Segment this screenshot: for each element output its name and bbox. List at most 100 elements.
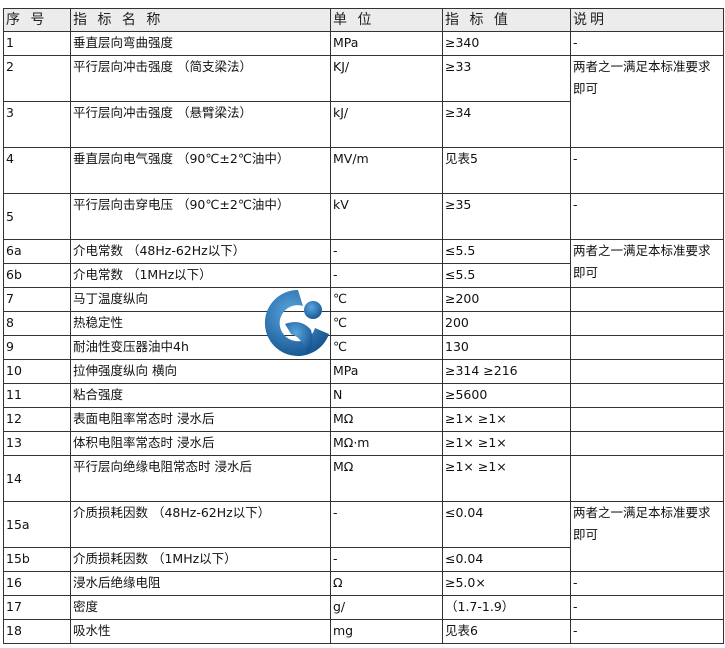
row-value: ≤5.5 bbox=[442, 239, 571, 264]
row-unit: ℃ bbox=[330, 287, 443, 312]
row-number: 17 bbox=[3, 595, 71, 620]
row-unit: - bbox=[330, 547, 443, 572]
row-name: 拉伸强度纵向 横向 bbox=[70, 359, 331, 384]
row-name: 介质损耗因数 （48Hz-62Hz以下） bbox=[70, 501, 331, 548]
row-name: 密度 bbox=[70, 595, 331, 620]
row-unit: g/ bbox=[330, 595, 443, 620]
row-number: 13 bbox=[3, 431, 71, 456]
table-row: 2 平行层向冲击强度 （简支梁法） KJ/≥33 两者之一满足本标准要求即可 bbox=[3, 55, 724, 148]
row-note bbox=[570, 407, 724, 432]
row-note: - bbox=[570, 147, 724, 194]
row-unit: kV bbox=[330, 193, 443, 240]
row-name: 表面电阻率常态时 浸水后 bbox=[70, 407, 331, 432]
row-number: 14 bbox=[3, 455, 71, 502]
row-value: 130 bbox=[442, 335, 571, 360]
row-unit: ℃ bbox=[330, 335, 443, 360]
row-name: 垂直层向弯曲强度 bbox=[70, 31, 331, 56]
table-header-row: 序 号 指 标 名 称 单 位 指 标 值 说明 bbox=[3, 8, 724, 32]
row-number: 18 bbox=[3, 619, 71, 644]
row-name: 介电常数 （1MHz以下） bbox=[70, 263, 331, 288]
table-row: 10 拉伸强度纵向 横向 MPa ≥314 ≥216 bbox=[3, 359, 724, 384]
table-row: 6a 介电常数 （48Hz-62Hz以下） - ≤5.5 两者之一满足本标准要求即可 bbox=[3, 239, 724, 288]
row-number: 5 bbox=[3, 193, 71, 240]
spec-table: 序 号 指 标 名 称 单 位 指 标 值 说明 1 垂直层向弯曲强度 MPa ≥34… bbox=[3, 8, 724, 644]
row-unit: mg bbox=[330, 619, 443, 644]
row-note: - bbox=[570, 619, 724, 644]
header-no: 序 号 bbox=[3, 8, 71, 32]
table-row: 8 热稳定性 ℃ 200 bbox=[3, 311, 724, 336]
row-unit: Ω bbox=[330, 571, 443, 596]
table-row: 15a 介质损耗因数 （48Hz-62Hz以下） - ≤0.04 两者之一满足本标准要求… bbox=[3, 501, 724, 572]
row-unit: KJ/ bbox=[330, 55, 443, 102]
table-row: 12 表面电阻率常态时 浸水后 MΩ ≥1× ≥1× bbox=[3, 407, 724, 432]
row-value: ≥1× ≥1× bbox=[442, 455, 571, 502]
row-note: 两者之一满足本标准要求即可 bbox=[570, 55, 724, 148]
row-note bbox=[570, 359, 724, 384]
table-row: 18 吸水性 mg 见表6- bbox=[3, 619, 724, 644]
row-unit: - bbox=[330, 501, 443, 548]
row-value: ≤0.04 bbox=[442, 547, 571, 572]
row-note bbox=[570, 383, 724, 408]
table-row: 13 体积电阻率常态时 浸水后 MΩ·m ≥1× ≥1× bbox=[3, 431, 724, 456]
row-note bbox=[570, 335, 724, 360]
row-note: - bbox=[570, 571, 724, 596]
row-number: 3 bbox=[3, 101, 71, 148]
row-value: ≤5.5 bbox=[442, 263, 571, 288]
row-unit: ℃ bbox=[330, 311, 443, 336]
row-name: 吸水性 bbox=[70, 619, 331, 644]
row-name: 粘合强度 bbox=[70, 383, 331, 408]
row-number: 10 bbox=[3, 359, 71, 384]
row-value: ≥340 bbox=[442, 31, 571, 56]
row-number: 7 bbox=[3, 287, 71, 312]
header-note: 说明 bbox=[570, 8, 724, 32]
table-body: 1 垂直层向弯曲强度 MPa ≥340-2 平行层向冲击强度 （简支梁法） KJ/≥33 两… bbox=[3, 31, 724, 644]
row-number: 15a bbox=[3, 501, 71, 548]
row-name: 介电常数 （48Hz-62Hz以下） bbox=[70, 239, 331, 264]
row-unit: - bbox=[330, 239, 443, 264]
row-note bbox=[570, 431, 724, 456]
row-number: 6b bbox=[3, 263, 71, 288]
row-unit: MΩ·m bbox=[330, 431, 443, 456]
row-note bbox=[570, 311, 724, 336]
row-note: 两者之一满足本标准要求即可 bbox=[570, 239, 724, 288]
row-number: 12 bbox=[3, 407, 71, 432]
row-unit: kJ/ bbox=[330, 101, 443, 148]
row-number: 2 bbox=[3, 55, 71, 102]
table-row: 16 浸水后绝缘电阻 Ω ≥5.0× - bbox=[3, 571, 724, 596]
row-value: ≥33 bbox=[442, 55, 571, 102]
table-row: 17 密度 g/（1.7-1.9） - bbox=[3, 595, 724, 620]
row-unit: MΩ bbox=[330, 407, 443, 432]
row-name: 垂直层向电气强度 （90℃±2℃油中） bbox=[70, 147, 331, 194]
row-name: 介质损耗因数 （1MHz以下） bbox=[70, 547, 331, 572]
table-row: 11 粘合强度 N ≥5600 bbox=[3, 383, 724, 408]
row-number: 4 bbox=[3, 147, 71, 194]
header-unit: 单 位 bbox=[330, 8, 443, 32]
row-unit: MV/m bbox=[330, 147, 443, 194]
row-unit: - bbox=[330, 263, 443, 288]
row-note bbox=[570, 287, 724, 312]
table-row: 1 垂直层向弯曲强度 MPa ≥340- bbox=[3, 31, 724, 56]
row-value: ≥5.0× bbox=[442, 571, 571, 596]
row-value: ≥1× ≥1× bbox=[442, 431, 571, 456]
row-name: 体积电阻率常态时 浸水后 bbox=[70, 431, 331, 456]
row-note bbox=[570, 455, 724, 502]
row-note: - bbox=[570, 193, 724, 240]
row-value: ≥34 bbox=[442, 101, 571, 148]
table-row: 3 平行层向冲击强度 （悬臂梁法） kJ/≥34 bbox=[3, 101, 724, 148]
table-row: 6b 介电常数 （1MHz以下） - ≤5.5 bbox=[3, 263, 724, 288]
row-number: 1 bbox=[3, 31, 71, 56]
row-number: 9 bbox=[3, 335, 71, 360]
row-value: （1.7-1.9） bbox=[442, 595, 571, 620]
header-name: 指 标 名 称 bbox=[70, 8, 331, 32]
row-value: ≥1× ≥1× bbox=[442, 407, 571, 432]
row-value: 见表6 bbox=[442, 619, 571, 644]
row-value: 见表5 bbox=[442, 147, 571, 194]
row-number: 16 bbox=[3, 571, 71, 596]
row-value: ≥200 bbox=[442, 287, 571, 312]
row-note: 两者之一满足本标准要求即可 bbox=[570, 501, 724, 572]
table-row: 14 平行层向绝缘电阻常态时 浸水后 MΩ ≥1× ≥1× bbox=[3, 455, 724, 502]
table-row: 4 垂直层向电气强度 （90℃±2℃油中） MV/m 见表5- bbox=[3, 147, 724, 194]
header-value: 指 标 值 bbox=[442, 8, 571, 32]
row-name: 平行层向冲击强度 （悬臂梁法） bbox=[70, 101, 331, 148]
row-value: ≥314 ≥216 bbox=[442, 359, 571, 384]
